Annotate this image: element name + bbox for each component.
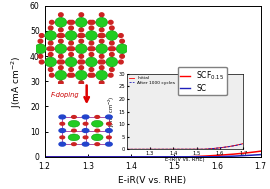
- X-axis label: E-iR(V vs. RHE): E-iR(V vs. RHE): [119, 176, 187, 185]
- Legend: SCF$_{0.15}$, SC: SCF$_{0.15}$, SC: [178, 67, 227, 95]
- Y-axis label: J(mA cm$^{-2}$): J(mA cm$^{-2}$): [10, 55, 24, 108]
